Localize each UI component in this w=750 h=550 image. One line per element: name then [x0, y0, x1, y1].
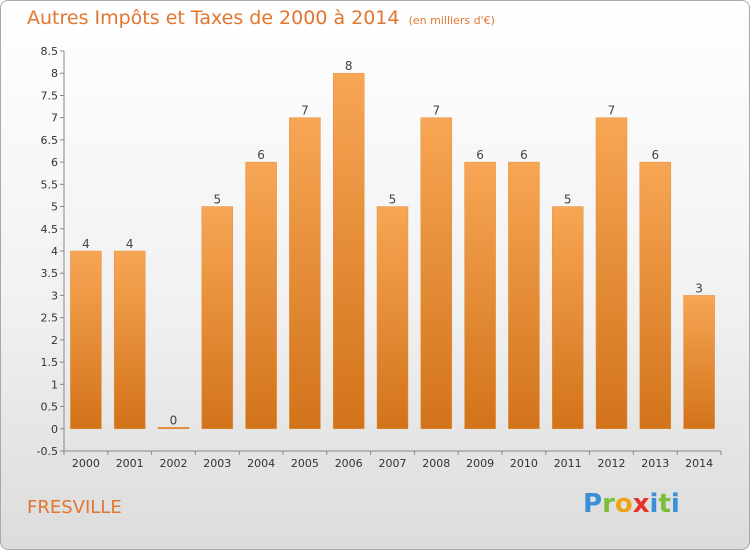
bar [157, 427, 190, 430]
data-label: 6 [476, 148, 484, 162]
data-label: 0 [170, 413, 178, 427]
y-tick-label: 5 [51, 201, 58, 214]
y-tick-label: 1.5 [41, 356, 59, 369]
y-tick-label: 1 [51, 378, 58, 391]
logo-letter: x [632, 489, 650, 519]
y-tick-label: 6.5 [41, 134, 59, 147]
x-tick-label: 2007 [379, 457, 407, 470]
data-label: 4 [82, 237, 90, 251]
y-tick-label: 8 [51, 67, 58, 80]
x-tick-label: 2000 [72, 457, 100, 470]
x-tick-label: 2006 [335, 457, 363, 470]
y-tick-label: 8.5 [41, 45, 59, 58]
logo-letter: P [583, 489, 603, 519]
bar [113, 250, 146, 430]
chart-title-block: Autres Impôts et Taxes de 2000 à 2014 (e… [27, 7, 495, 29]
data-label: 7 [301, 104, 309, 118]
x-tick-label: 2003 [203, 457, 231, 470]
bar [595, 117, 628, 430]
logo-letter: r [602, 489, 615, 519]
bar [332, 72, 365, 430]
data-label: 5 [564, 193, 572, 207]
data-label: 6 [520, 148, 528, 162]
data-label: 5 [389, 193, 397, 207]
y-tick-label: -0.5 [37, 445, 58, 458]
data-label: 5 [213, 193, 221, 207]
logo-letter: i [670, 489, 680, 519]
x-tick-label: 2011 [554, 457, 582, 470]
data-label: 7 [432, 104, 440, 118]
bar [639, 161, 672, 430]
y-tick-label: 0 [51, 423, 58, 436]
y-tick-label: 2 [51, 334, 58, 347]
data-label: 6 [257, 148, 265, 162]
y-tick-label: 2.5 [41, 312, 59, 325]
y-tick-label: 6 [51, 156, 58, 169]
logo-letter: o [614, 489, 633, 519]
x-tick-label: 2009 [466, 457, 494, 470]
data-label: 6 [651, 148, 659, 162]
bars [70, 72, 715, 430]
x-tick-label: 2002 [160, 457, 188, 470]
x-tick-label: 2005 [291, 457, 319, 470]
y-tick-label: 0.5 [41, 401, 59, 414]
x-tick-label: 2012 [598, 457, 626, 470]
data-label: 4 [126, 237, 134, 251]
bar [551, 206, 584, 430]
commune-name: FRESVILLE [27, 497, 122, 518]
y-tick-label: 7.5 [41, 89, 59, 102]
x-tick-label: 2013 [641, 457, 669, 470]
logo-letter: i [649, 489, 659, 519]
logo-letter: t [658, 489, 671, 519]
x-tick-label: 2001 [116, 457, 144, 470]
x-tick-label: 2004 [247, 457, 275, 470]
bar [289, 117, 321, 430]
chart-unit: (en milliers d'€) [408, 14, 495, 27]
bar [201, 206, 234, 430]
y-tick-label: 4.5 [41, 223, 59, 236]
x-tick-label: 2008 [422, 457, 450, 470]
axes: -0.5 0 0.5 1 1.5 2 2.5 3 3.5 4 4.5 5 5.5 6 6.5 7 7.5 8 8.5… [37, 45, 722, 470]
bar [70, 250, 102, 430]
bar [420, 117, 453, 430]
y-tick-label: 7 [51, 112, 58, 125]
data-labels: 4 4 0 5 6 7 8 5 7 6 6 5 7 6 3 [82, 59, 703, 427]
y-tick-label: 3 [51, 289, 58, 302]
bar [508, 161, 540, 430]
x-tick-label: 2010 [510, 457, 538, 470]
data-label: 3 [695, 281, 703, 295]
bar [683, 295, 715, 430]
y-tick-label: 3.5 [41, 267, 59, 280]
data-label: 8 [345, 59, 353, 73]
x-tick-label: 2014 [685, 457, 713, 470]
bar [464, 161, 496, 430]
proxiti-logo[interactable]: Proxiti [583, 489, 680, 519]
y-tick-label: 5.5 [41, 178, 59, 191]
data-label: 7 [608, 104, 616, 118]
bar [245, 161, 277, 430]
chart-title: Autres Impôts et Taxes de 2000 à 2014 [27, 7, 400, 29]
y-tick-label: 4 [51, 245, 58, 258]
bar [376, 206, 409, 430]
